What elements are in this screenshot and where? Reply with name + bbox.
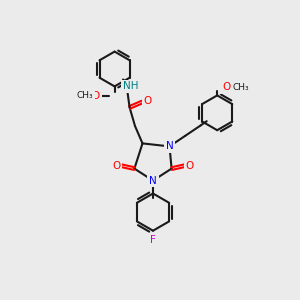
Text: O: O (92, 91, 100, 101)
Text: N: N (166, 141, 173, 152)
Text: CH₃: CH₃ (76, 92, 93, 100)
Text: O: O (143, 96, 152, 106)
Text: CH₃: CH₃ (233, 83, 250, 92)
Text: NH: NH (123, 81, 139, 92)
Text: O: O (185, 160, 194, 171)
Text: O: O (112, 160, 121, 171)
Text: F: F (150, 235, 156, 245)
Text: N: N (149, 176, 157, 186)
Text: O: O (222, 82, 230, 92)
